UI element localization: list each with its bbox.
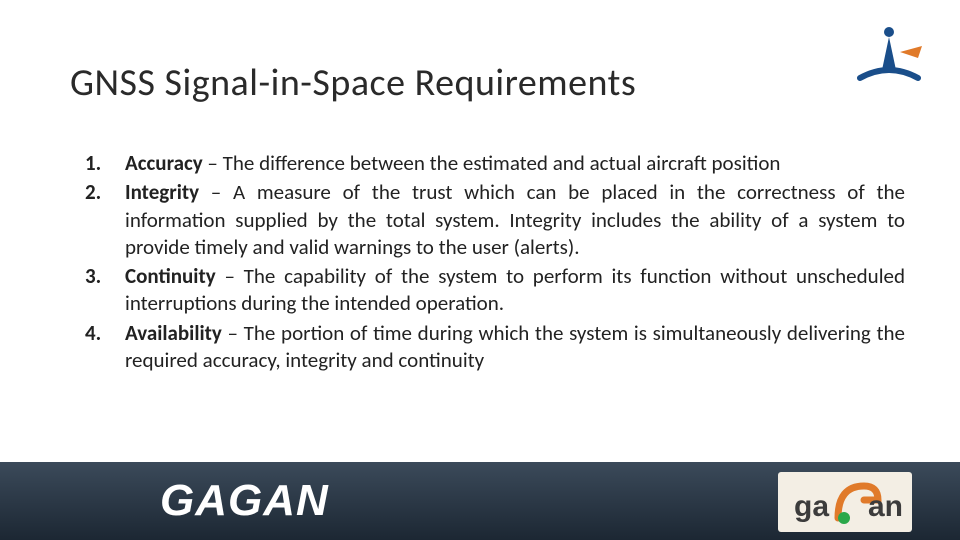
item-desc: – A measure of the trust which can be pl… [125,179,905,260]
item-desc: – The capability of the system to perfor… [125,263,905,316]
item-number: 1. [85,150,101,177]
item-desc: – The portion of time during which the s… [125,320,905,373]
item-number: 4. [85,320,101,347]
gagan-logo-part2: an [868,490,903,523]
requirements-list: 1. Accuracy – The difference between the… [85,150,905,376]
item-number: 3. [85,263,101,290]
footer-title: GAGAN [160,476,329,526]
gagan-logo-part1: ga [794,490,829,523]
item-desc: – The difference between the estimated a… [203,150,781,176]
footer-bar: GAGAN ga an [0,462,960,540]
item-number: 2. [85,179,101,206]
list-item: 3. Continuity – The capability of the sy… [85,263,905,318]
slide: GNSS Signal-in-Space Requirements 1. Acc… [0,0,960,540]
item-term: Continuity [125,263,216,289]
list-item: 2. Integrity – A measure of the trust wh… [85,179,905,261]
item-term: Availability [125,320,222,346]
gagan-logo-icon: ga an [778,472,912,532]
slide-title: GNSS Signal-in-Space Requirements [70,60,636,106]
item-term: Integrity [125,179,199,205]
list-item: 1. Accuracy – The difference between the… [85,150,905,177]
list-item: 4. Availability – The portion of time du… [85,320,905,375]
aai-logo-icon [852,18,926,92]
item-term: Accuracy [125,150,203,176]
